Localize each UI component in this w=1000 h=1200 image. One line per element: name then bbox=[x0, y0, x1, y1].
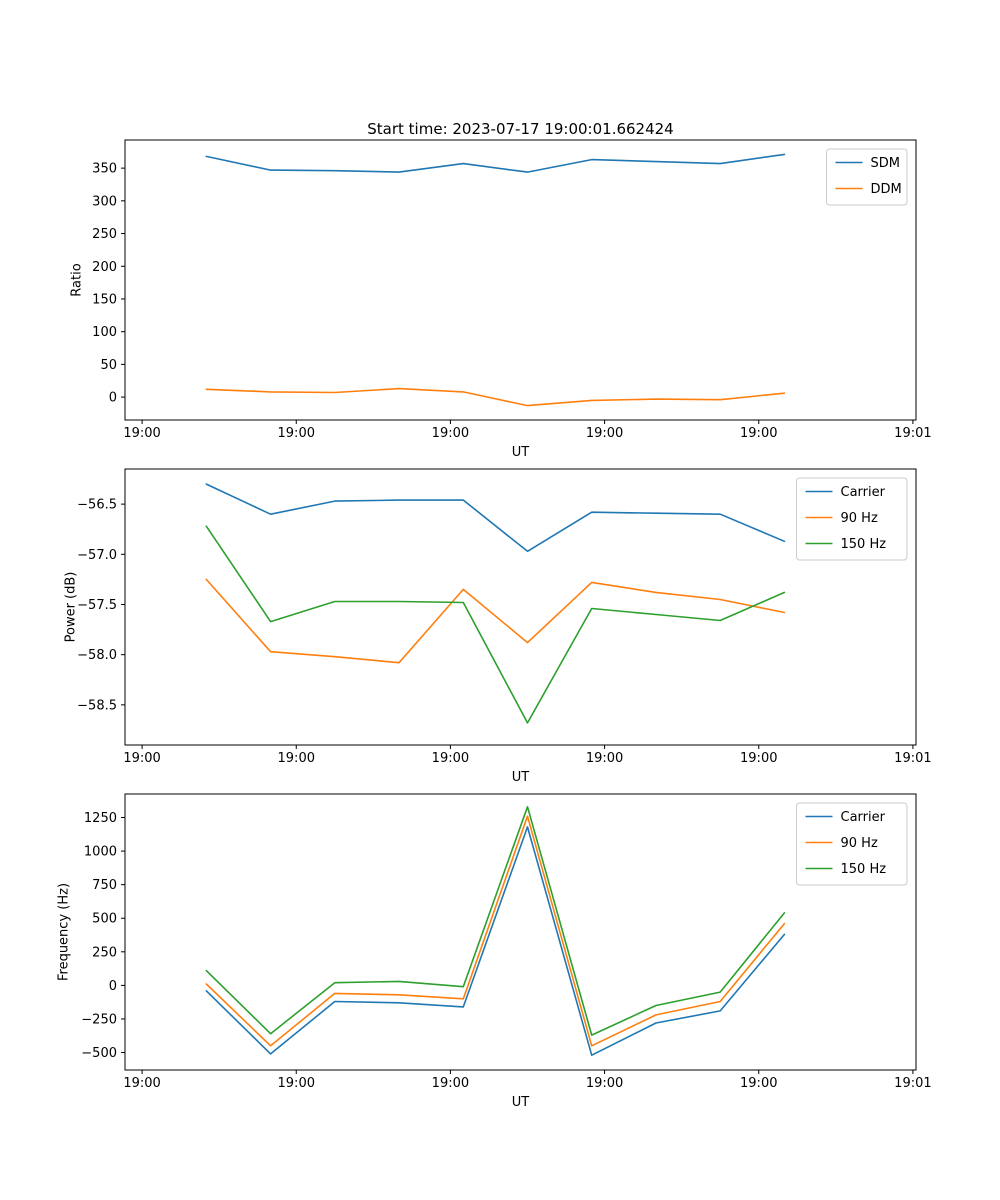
x-axis-label-1: UT bbox=[511, 445, 530, 460]
legend-label-ddm: DDM bbox=[871, 182, 902, 197]
subplot-frequency-hz: −500 −250 0 250 500 750 1000 1250 19:00 19:00 19:0… bbox=[81, 793, 932, 1091]
y-tick-label: −250 bbox=[81, 1012, 117, 1027]
series-line-carrier bbox=[205, 483, 786, 553]
x-tick-label: 19:01 bbox=[894, 751, 931, 766]
x-tick-label: 19:00 bbox=[123, 1076, 160, 1091]
legend-label-150-hz: 150 Hz bbox=[841, 862, 887, 877]
y-tick-label: 1000 bbox=[84, 845, 117, 860]
x-tick-label: 19:01 bbox=[894, 1076, 931, 1091]
y-tick-label: 50 bbox=[100, 358, 117, 373]
y-tick-label: 100 bbox=[92, 325, 117, 340]
series-line-90-hz bbox=[205, 578, 786, 664]
x-tick-label: 19:00 bbox=[432, 751, 469, 766]
chart-title: Start time: 2023-07-17 19:00:01.662424 bbox=[367, 120, 674, 138]
x-tick-label: 19:00 bbox=[432, 426, 469, 441]
x-tick-label: 19:00 bbox=[740, 426, 777, 441]
x-tick-label: 19:00 bbox=[278, 1076, 315, 1091]
x-axis-label-3: UT bbox=[511, 1095, 530, 1110]
y-tick-label: 250 bbox=[92, 945, 117, 960]
x-tick-label: 19:00 bbox=[586, 751, 623, 766]
y-axis-label-frequency: Frequency (Hz) bbox=[56, 882, 72, 982]
x-tick-label: 19:00 bbox=[278, 426, 315, 441]
series-line-carrier bbox=[205, 826, 786, 1056]
subplot-ratio: 0 50 100 150 200 250 300 350 19:00 19:00 19:00 19:0… bbox=[92, 139, 932, 441]
y-tick-label: 300 bbox=[92, 194, 117, 209]
x-tick-label: 19:00 bbox=[740, 751, 777, 766]
y-tick-label: −58.0 bbox=[77, 648, 117, 663]
subplot-power-db: −58.5 −58.0 −57.5 −57.0 −56.5 19:00 19:00 19:00… bbox=[77, 468, 932, 766]
axes-frame bbox=[124, 793, 917, 1071]
legend: SDM DDM bbox=[826, 148, 908, 206]
legend-label-sdm: SDM bbox=[871, 156, 900, 171]
x-tick-label: 19:00 bbox=[123, 426, 160, 441]
y-tick-label: 0 bbox=[109, 391, 117, 406]
y-tick-label: 750 bbox=[92, 878, 117, 893]
y-tick-label: −500 bbox=[81, 1046, 117, 1061]
legend-label-carrier: Carrier bbox=[841, 485, 886, 500]
series-line-150-hz bbox=[205, 525, 786, 724]
x-tick-label: 19:00 bbox=[432, 1076, 469, 1091]
axes-frame bbox=[124, 468, 917, 746]
x-tick-label: 19:00 bbox=[586, 1076, 623, 1091]
legend-frame bbox=[796, 477, 908, 561]
y-tick-label: −58.5 bbox=[77, 698, 117, 713]
x-tick-label: 19:00 bbox=[278, 751, 315, 766]
legend-label-90-hz: 90 Hz bbox=[841, 836, 878, 851]
series-line-90-hz bbox=[205, 815, 786, 1047]
legend-label-carrier: Carrier bbox=[841, 810, 886, 825]
y-tick-label: −57.5 bbox=[77, 598, 117, 613]
y-axis-label-ratio: Ratio bbox=[69, 263, 85, 297]
y-tick-label: 350 bbox=[92, 162, 117, 177]
y-tick-label: 150 bbox=[92, 292, 117, 307]
legend: Carrier 90 Hz 150 Hz bbox=[796, 802, 908, 886]
x-axis-label-2: UT bbox=[511, 770, 530, 785]
y-tick-label: 500 bbox=[92, 912, 117, 927]
x-tick-label: 19:00 bbox=[740, 1076, 777, 1091]
series-line-sdm bbox=[205, 153, 786, 173]
x-tick-label: 19:01 bbox=[894, 426, 931, 441]
y-tick-label: −57.0 bbox=[77, 548, 117, 563]
legend-frame bbox=[796, 802, 908, 886]
y-tick-label: 0 bbox=[109, 979, 117, 994]
legend: Carrier 90 Hz 150 Hz bbox=[796, 477, 908, 561]
series-line-150-hz bbox=[205, 805, 786, 1036]
y-axis-label-power: Power (dB) bbox=[63, 571, 79, 643]
y-tick-label: 200 bbox=[92, 260, 117, 275]
x-tick-label: 19:00 bbox=[123, 751, 160, 766]
series-line-ddm bbox=[205, 387, 786, 407]
legend-label-150-hz: 150 Hz bbox=[841, 537, 887, 552]
axes-frame bbox=[124, 139, 917, 421]
x-tick-label: 19:00 bbox=[586, 426, 623, 441]
y-tick-label: −56.5 bbox=[77, 498, 117, 513]
legend-label-90-hz: 90 Hz bbox=[841, 511, 878, 526]
y-tick-label: 1250 bbox=[84, 811, 117, 826]
y-tick-label: 250 bbox=[92, 227, 117, 242]
